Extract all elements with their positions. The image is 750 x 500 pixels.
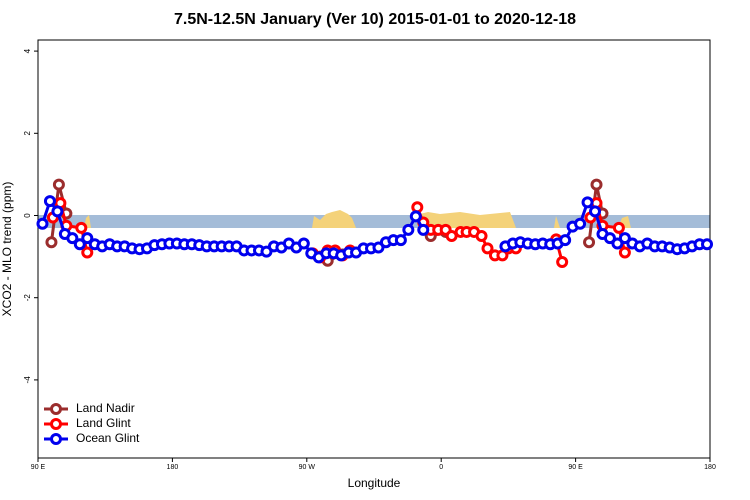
data-point [75, 221, 88, 234]
data-point [73, 238, 86, 251]
data-point [409, 210, 422, 223]
x-tick-label: 0 [439, 464, 443, 471]
surface-band [38, 210, 710, 228]
x-tick-label: 90 E [568, 464, 583, 471]
data-point [701, 238, 714, 251]
y-tick-label: -2 [23, 294, 32, 302]
data-point [590, 178, 603, 191]
data-point [559, 234, 572, 247]
x-tick-label: 90 E [31, 464, 46, 471]
data-point [43, 195, 56, 208]
data-point [445, 230, 458, 243]
land-patch [554, 216, 560, 228]
data-point [481, 242, 494, 255]
legend-label: Land Nadir [76, 401, 135, 415]
data-point [372, 241, 385, 254]
data-point [556, 255, 569, 268]
data-point [66, 232, 79, 245]
legend-marker [50, 418, 62, 430]
y-axis-label: XCO2 - MLO trend (ppm) [0, 182, 14, 317]
legend-label: Ocean Glint [76, 431, 140, 445]
data-point [612, 221, 625, 234]
data-point [81, 246, 94, 259]
data-point [603, 232, 616, 245]
data-point [51, 205, 64, 218]
ocean-band [38, 215, 710, 228]
data-point [417, 223, 430, 236]
data-point [45, 236, 58, 249]
legend-marker [50, 433, 62, 445]
data-point [475, 230, 488, 243]
data-point [581, 196, 594, 209]
y-tick-label: 4 [23, 48, 32, 53]
x-axis-label: Longitude [348, 476, 401, 490]
data-point [611, 237, 624, 250]
series [36, 195, 714, 264]
data-point [618, 232, 631, 245]
data-point [36, 217, 49, 230]
data-point [402, 223, 415, 236]
data-point [583, 236, 596, 249]
data-point [589, 205, 602, 218]
data-point [81, 232, 94, 245]
data-point [297, 237, 310, 250]
y-tick-label: 2 [23, 131, 32, 136]
data-point [394, 234, 407, 247]
x-tick-label: 90 W [299, 464, 316, 471]
data-point [52, 178, 65, 191]
legend-label: Land Glint [76, 416, 131, 430]
x-tick-label: 180 [704, 464, 716, 471]
land-patch [418, 212, 516, 228]
y-tick-label: -4 [23, 376, 32, 384]
x-tick-label: 180 [167, 464, 179, 471]
legend-marker [50, 403, 62, 415]
chart-title: 7.5N-12.5N January (Ver 10) 2015-01-01 t… [174, 11, 576, 28]
data-point [260, 245, 273, 258]
land-patch [312, 210, 356, 228]
data-point [618, 246, 631, 259]
data-point [411, 201, 424, 214]
data-point [574, 217, 587, 230]
y-tick-label: 0 [23, 213, 32, 218]
